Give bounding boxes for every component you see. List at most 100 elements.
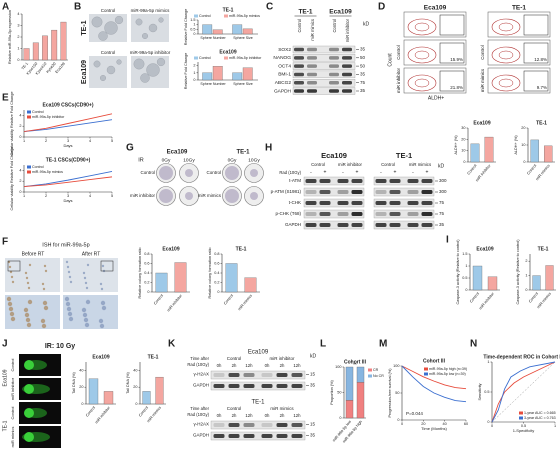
blot-band xyxy=(329,47,339,52)
panel-label: L xyxy=(320,339,326,350)
bar xyxy=(212,66,223,81)
blot-strip xyxy=(373,198,435,208)
blot-band xyxy=(342,64,352,68)
flow-contour xyxy=(414,22,430,32)
protein-label: GAPDH xyxy=(274,88,292,94)
y-tick-label: 0.6 xyxy=(144,262,149,266)
chart-title: Eca109 xyxy=(162,246,179,252)
flow-contour xyxy=(498,22,514,32)
protein-label: BMI-1 xyxy=(278,72,291,78)
blot-band xyxy=(351,190,363,194)
cell xyxy=(9,311,15,317)
cell xyxy=(64,296,70,302)
chart-title: Eca109 xyxy=(476,246,493,252)
treatment-sign: + xyxy=(394,169,397,175)
sphere xyxy=(156,57,166,67)
bar-segment xyxy=(356,382,365,419)
line xyxy=(401,365,467,403)
cell xyxy=(26,281,30,285)
group-label: miR inhibitor xyxy=(269,356,295,361)
lane-label: Control xyxy=(332,19,337,33)
blot-band xyxy=(375,190,387,194)
dose-label: 10Gy xyxy=(248,157,260,163)
panel-title: IR: 10 Gy xyxy=(45,343,75,350)
row-label: Control xyxy=(10,406,15,419)
y-tick-label: 4 xyxy=(19,168,21,172)
kd-value: 35 xyxy=(310,383,316,388)
legend-label: miR-99a-5p high (n=39) xyxy=(429,367,467,371)
y-tick-label: 2 xyxy=(17,35,19,39)
group-label: miR mimics xyxy=(270,406,294,411)
sphere xyxy=(106,65,116,75)
cell xyxy=(65,301,71,307)
x-tick-label: 4 xyxy=(89,194,91,198)
blot-strip xyxy=(210,420,306,430)
blot-band xyxy=(375,212,387,216)
blot-strip xyxy=(292,79,356,87)
blot-band xyxy=(389,190,401,194)
blot-band xyxy=(319,190,331,194)
blot-strip xyxy=(303,209,365,219)
blot-band xyxy=(261,434,273,438)
blot-title: Eca109 xyxy=(248,350,269,356)
protein-label: p-ATM (S1981) xyxy=(271,189,302,194)
blot-strip xyxy=(373,187,435,197)
x-axis-label: ALDH+ xyxy=(428,95,444,101)
y-tick-label: 0 xyxy=(135,402,137,406)
x-tick-label: 4 xyxy=(89,139,91,143)
bar xyxy=(544,145,553,163)
row-label: Control xyxy=(206,170,221,175)
kd-value: 15 xyxy=(310,372,316,377)
image-caption: miR-99a-5p mimics xyxy=(131,8,171,13)
x-tick-label: Eca109 xyxy=(55,62,66,74)
lane-label: Control xyxy=(297,19,302,33)
cell xyxy=(43,305,49,311)
time-point: 12h xyxy=(245,363,253,368)
y-tick-label: 50 xyxy=(337,391,341,395)
flow-contour xyxy=(491,46,521,64)
legend-label: 3-year AUC = 0.763 xyxy=(524,416,556,420)
y-tick-label: 0.5 xyxy=(484,390,489,394)
blot-band xyxy=(389,223,401,227)
group-label: Control xyxy=(227,406,242,411)
legend-label: miR-99a-5p inhibitor xyxy=(32,115,65,119)
cell xyxy=(8,306,14,312)
blot-band xyxy=(351,179,363,183)
blot-band xyxy=(329,89,339,93)
lane-label: miR mimics xyxy=(310,19,315,41)
cell xyxy=(68,275,72,279)
y-tick-label: 0.6 xyxy=(214,262,219,266)
blot-band xyxy=(337,212,349,216)
x-tick-label: Kyse30 xyxy=(46,62,57,74)
y-axis-label: Cellular viability Relative Fold Change xyxy=(10,92,14,156)
blot-band xyxy=(291,384,303,388)
flow-plot xyxy=(403,67,467,94)
kd-value: 35 xyxy=(360,47,366,52)
group-label: Control xyxy=(311,162,325,167)
y-tick-label: 0.5 xyxy=(190,27,195,31)
legend-swatch xyxy=(519,411,523,415)
blot-band xyxy=(389,201,401,205)
inset-box xyxy=(7,260,21,272)
chart-title: TE-1 xyxy=(536,120,547,126)
line xyxy=(491,361,556,423)
blot-band xyxy=(305,201,317,205)
blot-band xyxy=(337,190,349,194)
sphere xyxy=(140,73,150,83)
x-tick-label: 1 xyxy=(554,424,556,428)
colony-stain xyxy=(225,166,239,180)
blot-band xyxy=(261,373,273,377)
image-caption: miR-99a-5p inhibitor xyxy=(130,50,171,55)
time-point: 0h xyxy=(217,363,222,368)
blot-band xyxy=(337,223,349,227)
cell xyxy=(65,260,69,264)
chart-title: Eca109 xyxy=(473,120,490,126)
blot-band xyxy=(375,179,387,183)
blot-band xyxy=(243,384,255,388)
cell xyxy=(27,299,33,305)
y-tick-label: 1.5 xyxy=(462,252,467,256)
kd-value: 35 xyxy=(310,433,316,438)
legend-label: miR-99a-5p mimics xyxy=(229,14,260,18)
row-label: miR inhibitor xyxy=(130,193,156,198)
